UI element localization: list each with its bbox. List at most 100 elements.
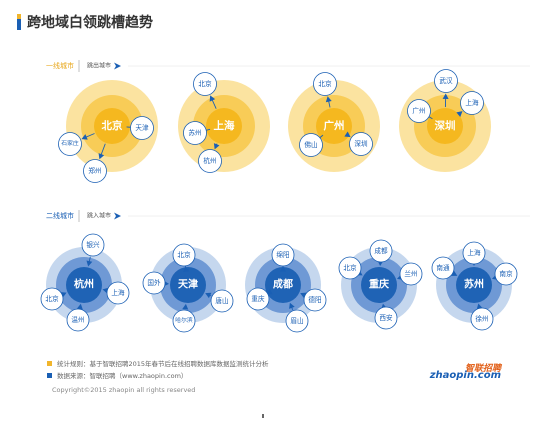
center-disc bbox=[316, 108, 352, 144]
flow-arrow-icon bbox=[98, 153, 105, 160]
flow-arrow-icon bbox=[456, 111, 463, 117]
satellite-city-label: 国外 bbox=[147, 278, 161, 287]
tier1-section-header: 一线城市 跳出城市 bbox=[46, 60, 530, 72]
satellite-city-node bbox=[83, 159, 107, 183]
satellite-city-node bbox=[106, 281, 130, 305]
satellite-city-node bbox=[58, 132, 82, 156]
satellite-city-node bbox=[470, 307, 494, 331]
satellite-city-label: 重庆 bbox=[251, 294, 265, 303]
direction-arrow-icon bbox=[114, 212, 121, 220]
page-header: 跨地域白领跳槽趋势 bbox=[17, 13, 153, 31]
blue-bullet-icon bbox=[47, 372, 52, 378]
center-city-label: 成都 bbox=[273, 278, 293, 291]
center-disc bbox=[456, 267, 492, 303]
center-city-label: 深圳 bbox=[435, 119, 456, 132]
satellite-city-label: 天津 bbox=[135, 124, 149, 132]
flow-arrow-icon bbox=[86, 260, 93, 267]
satellite-city-node bbox=[369, 239, 393, 263]
satellite-city-label: 兰州 bbox=[404, 269, 417, 278]
flow-arrow-icon bbox=[325, 96, 332, 103]
satellite-city-node bbox=[210, 289, 234, 313]
flow-arrow-icon bbox=[183, 266, 190, 273]
center-disc bbox=[361, 267, 397, 303]
satellite-city-label: 苏州 bbox=[188, 128, 201, 137]
satellite-city-label: 郑州 bbox=[88, 167, 101, 175]
satellite-city-node bbox=[183, 121, 207, 145]
satellite-city-label: 绵阳 bbox=[276, 250, 289, 259]
page-title: 跨地域白领跳槽趋势 bbox=[27, 15, 153, 31]
satellite-city-label: 上海 bbox=[465, 98, 479, 107]
satellite-city-node bbox=[172, 243, 196, 267]
satellite-city-label: 徐州 bbox=[475, 314, 488, 323]
satellite-city-node bbox=[313, 72, 337, 96]
satellite-city-node bbox=[285, 309, 309, 333]
tier2-direction-label: 跳入城市 bbox=[87, 212, 111, 220]
footnote-source: 数据来源：智联招聘（www.zhaopin.com） bbox=[47, 370, 187, 380]
satellite-city-node bbox=[130, 116, 154, 140]
satellite-city-node bbox=[374, 306, 398, 330]
satellite-city-label: 西安 bbox=[379, 313, 393, 322]
center-disc bbox=[66, 267, 102, 303]
flow-arrow-icon bbox=[280, 266, 286, 272]
satellite-city-label: 武汉 bbox=[439, 76, 453, 85]
flow-arrow-icon bbox=[81, 134, 88, 140]
satellite-city-node bbox=[338, 256, 362, 280]
satellite-city-label: 成都 bbox=[374, 246, 388, 255]
footnote-rule: 统计规则：基于智联招聘2015年春节后在线招聘数据库数据监测统计分析 bbox=[47, 358, 269, 368]
satellite-city-label: 南京 bbox=[499, 269, 513, 278]
tier2-section-header: 二线城市 跳入城市 bbox=[46, 210, 530, 222]
flow-arrow-icon bbox=[209, 95, 216, 102]
satellite-city-node bbox=[271, 243, 295, 267]
satellite-city-label: 眉山 bbox=[290, 316, 303, 325]
footnote-rule-text: 统计规则：基于智联招聘2015年春节后在线招聘数据库数据监测统计分析 bbox=[57, 360, 269, 368]
satellite-city-node bbox=[349, 132, 373, 156]
zhaopin-logo: 智联招聘 zhaopin.com bbox=[430, 361, 501, 383]
center-disc bbox=[427, 108, 463, 144]
satellite-city-label: 佛山 bbox=[304, 140, 317, 149]
center-city-label: 天津 bbox=[178, 278, 198, 291]
page-marker bbox=[262, 414, 264, 418]
satellite-city-node bbox=[494, 262, 518, 286]
satellite-city-label: 德阳 bbox=[308, 295, 321, 304]
flow-arrow-icon bbox=[451, 270, 458, 276]
flow-arrow-icon bbox=[182, 303, 189, 310]
satellite-city-node bbox=[431, 256, 455, 280]
direction-arrow-icon bbox=[114, 62, 121, 70]
center-city-label: 北京 bbox=[102, 119, 123, 132]
satellite-city-node bbox=[193, 72, 217, 96]
satellite-city-node bbox=[40, 287, 64, 311]
flow-arrow-icon bbox=[205, 292, 212, 299]
satellite-city-node bbox=[198, 149, 222, 173]
satellite-city-node bbox=[142, 271, 166, 295]
satellite-city-label: 南通 bbox=[436, 263, 450, 272]
satellite-city-node bbox=[434, 69, 458, 93]
satellite-city-label: 上海 bbox=[111, 288, 125, 297]
center-disc bbox=[94, 108, 130, 144]
center-city-label: 杭州 bbox=[74, 278, 94, 291]
satellite-city-node bbox=[172, 309, 196, 333]
satellite-city-node bbox=[303, 288, 327, 312]
satellite-city-node bbox=[407, 99, 431, 123]
flow-arrow-icon bbox=[300, 292, 307, 299]
center-city-label: 上海 bbox=[214, 119, 235, 132]
center-city-label: 苏州 bbox=[464, 278, 484, 291]
satellite-city-label: 广州 bbox=[412, 106, 425, 115]
satellite-city-node bbox=[299, 133, 323, 157]
title-accent-bar bbox=[17, 14, 21, 30]
center-disc bbox=[170, 267, 206, 303]
tier2-label: 二线城市 bbox=[46, 211, 74, 220]
center-disc bbox=[265, 267, 301, 303]
satellite-city-label: 杭州 bbox=[203, 156, 216, 165]
flow-arrow-icon bbox=[213, 143, 220, 150]
satellite-city-label: 石家庄 bbox=[61, 139, 79, 147]
flow-arrow-icon bbox=[76, 303, 83, 310]
center-disc bbox=[206, 108, 242, 144]
footnote-source-text: 数据来源：智联招聘（www.zhaopin.com） bbox=[57, 372, 188, 380]
satellite-city-node bbox=[246, 287, 270, 311]
